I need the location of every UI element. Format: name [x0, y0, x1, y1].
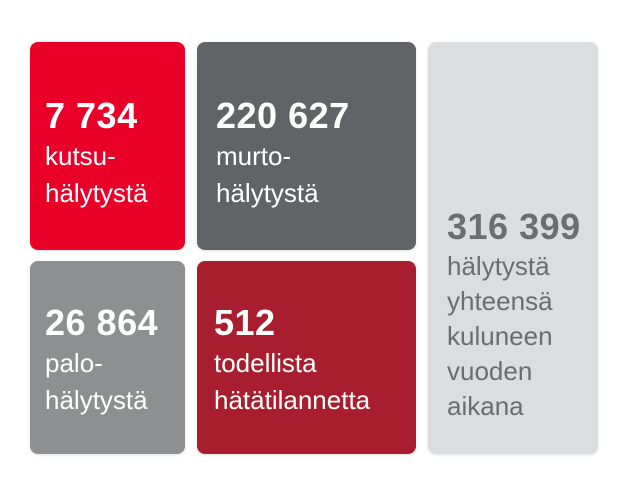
- stat-tile-hatatilanteet: 512 todellista hätätilannetta: [197, 261, 416, 454]
- stat-value: 26 864: [45, 302, 159, 343]
- alarm-stats-board: 7 734 kutsu- hälytystä 220 627 murto- hä…: [30, 42, 598, 454]
- stat-label-line: yhteensä: [447, 286, 553, 316]
- stat-label-line: kutsu-: [45, 141, 116, 171]
- stat-label-line: vuoden: [447, 356, 533, 386]
- stat-label-line: hälytystä: [45, 178, 148, 208]
- stat-tile-halytykset-yhteensa: 316 399 hälytystä yhteensä kuluneen vuod…: [428, 42, 598, 454]
- stat-label-line: murto-: [216, 141, 292, 171]
- stat-tile-palohalytykset: 26 864 palo- hälytystä: [30, 261, 185, 454]
- stat-label-line: hälytystä: [45, 385, 148, 415]
- stat-label-line: aikana: [447, 391, 524, 421]
- stat-value: 220 627: [216, 95, 350, 136]
- stat-value: 316 399: [447, 206, 581, 247]
- stat-value: 512: [214, 302, 276, 343]
- stat-tile-murtohalytykset: 220 627 murto- hälytystä: [197, 42, 416, 250]
- stat-label-line: palo-: [45, 348, 103, 378]
- stat-label-line: todellista: [214, 348, 317, 378]
- stat-label-line: hälytystä: [447, 251, 550, 281]
- stat-tile-kutsuhalytykset: 7 734 kutsu- hälytystä: [30, 42, 185, 250]
- stat-label-line: kuluneen: [447, 321, 553, 351]
- stat-label-line: hälytystä: [216, 178, 319, 208]
- stat-value: 7 734: [45, 95, 138, 136]
- stat-label-line: hätätilannetta: [214, 385, 371, 415]
